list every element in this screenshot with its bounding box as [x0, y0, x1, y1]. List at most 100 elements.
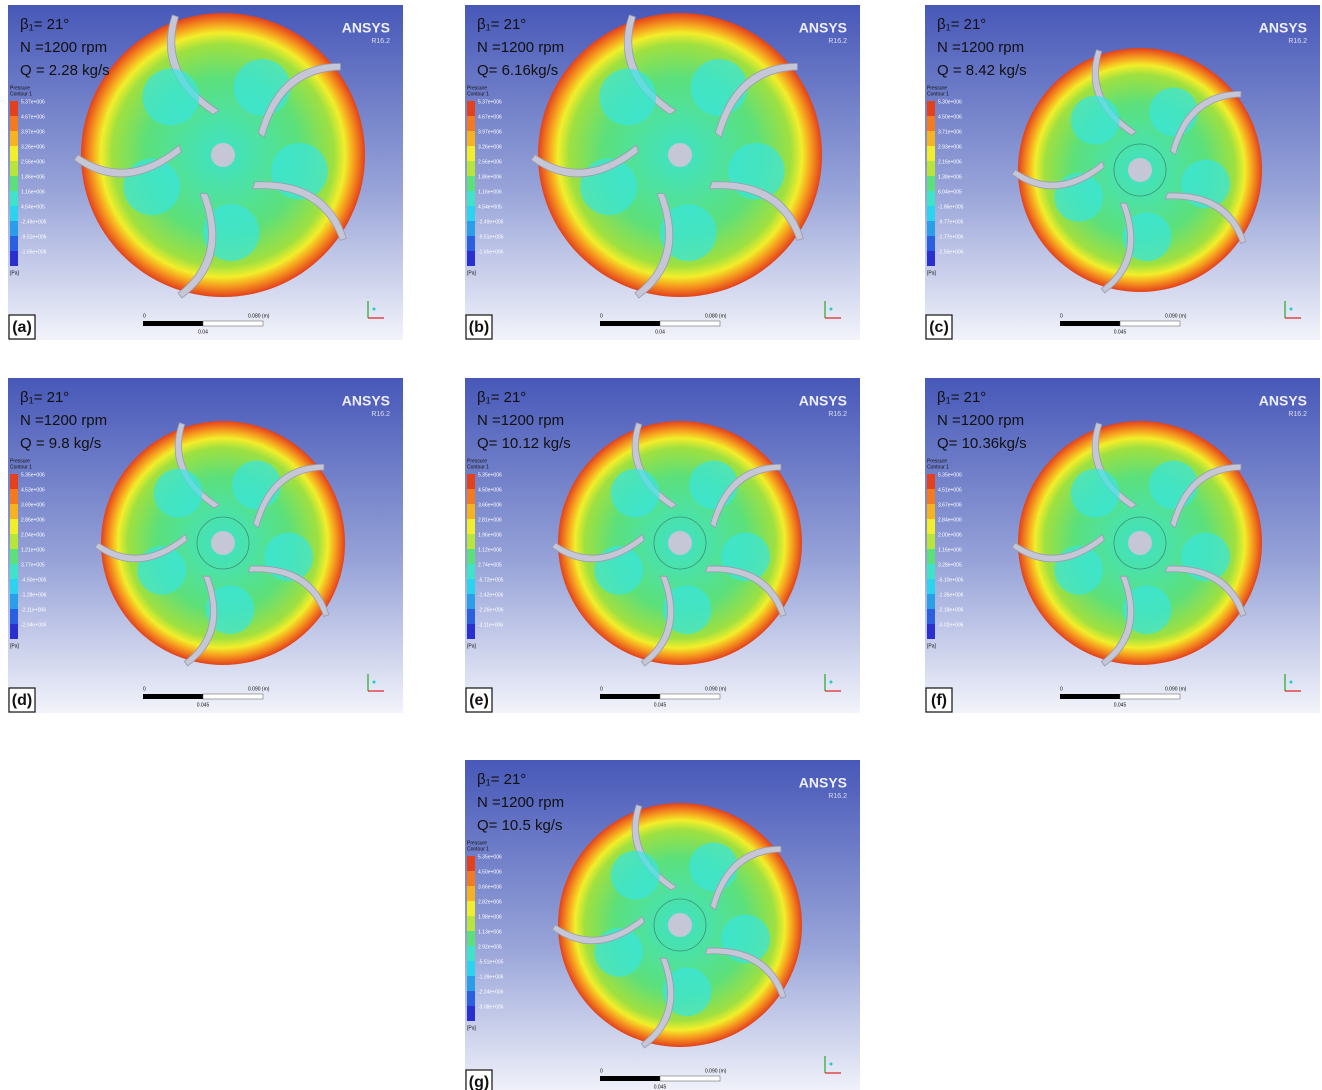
axis-z	[1290, 681, 1293, 684]
legend-value: -2.49e+005	[478, 219, 504, 225]
legend-swatch	[467, 146, 475, 161]
legend-subtitle: Contour 1	[10, 91, 32, 97]
legend-swatch	[10, 579, 18, 594]
legend-swatch	[467, 101, 475, 116]
scale-end: 0.080 (m)	[705, 313, 727, 319]
scale-mid: 0.045	[1114, 329, 1127, 335]
axis-z	[830, 681, 833, 684]
legend-value: -5.72e+005	[478, 577, 504, 583]
panel-label: (a)	[12, 319, 32, 336]
legend-swatch	[927, 474, 935, 489]
legend-value: 2.86e+006	[21, 517, 45, 523]
legend-value: -2.24e+006	[478, 989, 504, 995]
legend-value: 5.35e+006	[938, 472, 962, 478]
scale-mid: 0.045	[654, 1084, 667, 1090]
legend-swatch	[10, 609, 18, 624]
legend-value: 3.77e+005	[21, 562, 45, 568]
legend-value: 1.98e+006	[478, 914, 502, 920]
legend-swatch	[927, 176, 935, 191]
scale-mid: 0.045	[1114, 702, 1127, 708]
legend-swatch	[927, 236, 935, 251]
scale-bar-white	[203, 321, 263, 326]
hub	[668, 913, 692, 937]
legend-unit: [Pa]	[927, 270, 937, 276]
legend-unit: [Pa]	[467, 1025, 477, 1031]
legend-value: 3.97e+006	[478, 129, 502, 135]
legend-swatch	[10, 504, 18, 519]
scale-bar-black	[143, 694, 203, 699]
scale-bar-white	[660, 694, 720, 699]
legend-subtitle: Contour 1	[927, 91, 949, 97]
legend-value: 2.93e+006	[938, 144, 962, 150]
brand: ANSYS	[799, 775, 847, 791]
legend-value: 4.50e+006	[478, 487, 502, 493]
scale-zero: 0	[143, 686, 146, 692]
legend-swatch	[10, 564, 18, 579]
beta-label: β₁= 21°	[477, 16, 526, 33]
legend-value: 5.35e+006	[21, 472, 45, 478]
speed-label: N =1200 rpm	[477, 39, 564, 56]
figure: β₁= 21°N =1200 rpmQ = 2.28 kg/sANSYSR16.…	[0, 0, 1322, 1090]
scale-zero: 0	[1060, 313, 1063, 319]
version: R16.2	[1288, 411, 1307, 418]
scale-mid: 0.045	[654, 702, 667, 708]
legend-swatch	[467, 474, 475, 489]
legend-value: 1.16e+006	[938, 547, 962, 553]
flow-label: Q = 8.42 kg/s	[937, 62, 1027, 79]
legend-value: -9.51e+005	[21, 234, 47, 240]
legend-value: -3.11e+006	[478, 622, 503, 628]
legend-swatch	[467, 624, 475, 639]
legend-value: -4.50e+005	[21, 577, 47, 583]
axis-z	[373, 681, 376, 684]
legend-swatch	[467, 579, 475, 594]
legend-swatch	[927, 534, 935, 549]
legend-swatch	[10, 101, 18, 116]
legend-value: 1.12e+006	[478, 547, 502, 553]
legend-value: 4.54e+005	[478, 204, 502, 210]
legend-value: 3.26e+006	[21, 144, 45, 150]
panel-label: (e)	[469, 692, 489, 709]
scale-zero: 0	[600, 686, 603, 692]
scale-bar-black	[143, 321, 203, 326]
legend-value: -5.51e+005	[478, 959, 504, 965]
legend-swatch	[927, 624, 935, 639]
legend-swatch	[10, 534, 18, 549]
legend-swatch	[927, 594, 935, 609]
version: R16.2	[371, 411, 390, 418]
legend-value: -1.35e+006	[938, 592, 964, 598]
legend-swatch	[467, 1006, 475, 1021]
legend-swatch	[927, 146, 935, 161]
hub	[668, 531, 692, 555]
legend-subtitle: Contour 1	[467, 91, 489, 97]
hub	[211, 531, 235, 555]
legend-value: 4.50e+006	[938, 114, 962, 120]
legend-swatch	[10, 131, 18, 146]
legend-swatch	[927, 131, 935, 146]
legend-value: 3.67e+006	[938, 502, 962, 508]
legend-swatch	[10, 594, 18, 609]
speed-label: N =1200 rpm	[477, 412, 564, 429]
legend-subtitle: Contour 1	[927, 464, 949, 470]
legend-value: 3.71e+006	[938, 129, 962, 135]
legend-value: -2.56e+006	[938, 249, 964, 255]
flow-label: Q = 9.8 kg/s	[20, 435, 101, 452]
legend-swatch	[10, 236, 18, 251]
axis-z	[830, 1063, 833, 1066]
speed-label: N =1200 rpm	[20, 39, 107, 56]
beta-label: β₁= 21°	[937, 389, 986, 406]
version: R16.2	[828, 411, 847, 418]
legend-value: 1.86e+006	[21, 174, 45, 180]
scale-zero: 0	[143, 313, 146, 319]
legend-swatch	[467, 871, 475, 886]
flow-label: Q= 10.5 kg/s	[477, 817, 562, 834]
brand: ANSYS	[342, 20, 390, 36]
legend-unit: [Pa]	[10, 270, 20, 276]
legend-swatch	[467, 236, 475, 251]
legend-value: -5.10e+005	[938, 577, 964, 583]
legend-value: -2.18e+006	[938, 607, 964, 613]
legend-swatch	[10, 474, 18, 489]
legend-swatch	[467, 191, 475, 206]
axis-z	[830, 308, 833, 311]
legend-swatch	[10, 549, 18, 564]
legend-value: 2.74e+005	[478, 562, 502, 568]
